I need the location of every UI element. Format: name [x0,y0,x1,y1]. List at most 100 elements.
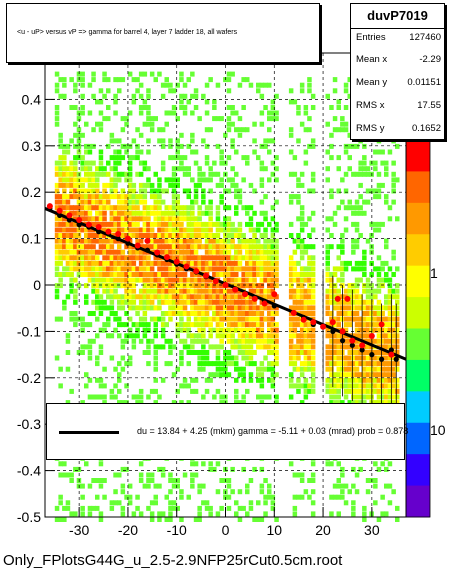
density-cell [120,210,126,216]
density-cell [299,372,305,378]
density-cell [138,305,144,311]
density-cell [58,143,63,149]
density-cell [274,338,279,344]
density-cell [380,350,385,355]
density-cell [160,272,166,277]
density-cell [65,149,71,155]
density-cell [347,350,352,355]
density-cell [208,466,213,472]
density-cell [241,333,246,339]
density-cell [98,483,104,489]
density-cell [230,361,235,367]
density-cell [117,400,122,406]
density-cell [80,182,85,188]
density-cell [292,361,298,367]
density-cell [329,361,334,367]
density-cell [259,166,265,172]
density-cell [153,322,158,328]
density-cell [219,322,224,328]
density-cell [157,266,162,272]
density-cell [347,355,352,361]
density-cell [131,322,137,328]
density-cell [204,205,210,211]
density-cell [325,272,330,277]
density-cell [117,238,122,244]
density-cell [307,366,312,372]
density-cell [248,338,254,344]
density-cell [373,266,378,272]
density-cell [142,283,148,289]
density-cell [351,483,356,489]
density-cell [263,210,268,216]
density-cell [362,366,367,372]
density-cell [117,472,122,478]
density-cell [190,244,195,250]
density-cell [354,472,360,478]
density-cell [157,199,162,205]
density-cell [204,255,210,261]
density-cell [215,182,221,188]
density-cell [179,489,184,495]
density-cell [208,327,213,333]
density-cell [204,338,210,344]
density-cell [106,249,111,255]
density-cell [329,511,334,517]
red-profile-point [300,316,307,323]
density-cell [157,288,162,294]
density-cell [365,327,371,333]
density-cell [336,361,341,367]
density-cell [179,71,184,77]
density-cell [299,294,305,300]
density-cell [354,294,360,300]
density-cell [391,333,396,339]
density-cell [190,478,195,483]
density-cell [329,461,334,467]
density-cell [292,511,298,517]
density-cell [80,511,85,517]
density-cell [208,233,213,238]
density-cell [204,505,210,511]
density-cell [391,160,396,166]
density-cell [362,327,367,333]
density-cell [212,344,217,350]
density-cell [223,277,228,283]
density-cell [124,205,129,211]
density-cell [160,82,166,88]
density-cell [234,388,239,394]
density-cell [332,333,338,339]
density-cell [256,333,261,339]
density-cell [146,138,151,144]
density-cell [226,311,232,316]
density-cell [215,366,221,372]
density-cell [332,88,338,94]
density-cell [248,260,254,266]
density-cell [340,233,345,238]
density-cell [157,244,162,250]
density-cell [109,272,115,277]
density-cell [58,249,63,255]
density-cell [307,216,312,222]
density-cell [292,505,298,511]
density-cell [204,177,210,183]
density-cell [142,483,148,489]
density-cell [102,238,107,244]
density-cell [102,116,107,122]
density-cell [274,372,279,378]
y-tick-label: -0.2 [17,370,41,386]
density-cell [234,511,239,517]
density-cell [215,350,221,355]
density-cell [292,305,298,311]
density-cell [58,472,63,478]
density-cell [332,288,338,294]
density-cell [65,294,71,300]
density-cell [395,383,400,389]
density-cell [113,194,118,200]
density-cell [391,322,396,328]
density-cell [248,227,254,233]
density-cell [252,244,257,250]
density-cell [135,255,140,261]
density-cell [303,149,309,155]
density-cell [212,160,217,166]
density-cell [380,260,385,266]
density-cell [376,138,382,144]
